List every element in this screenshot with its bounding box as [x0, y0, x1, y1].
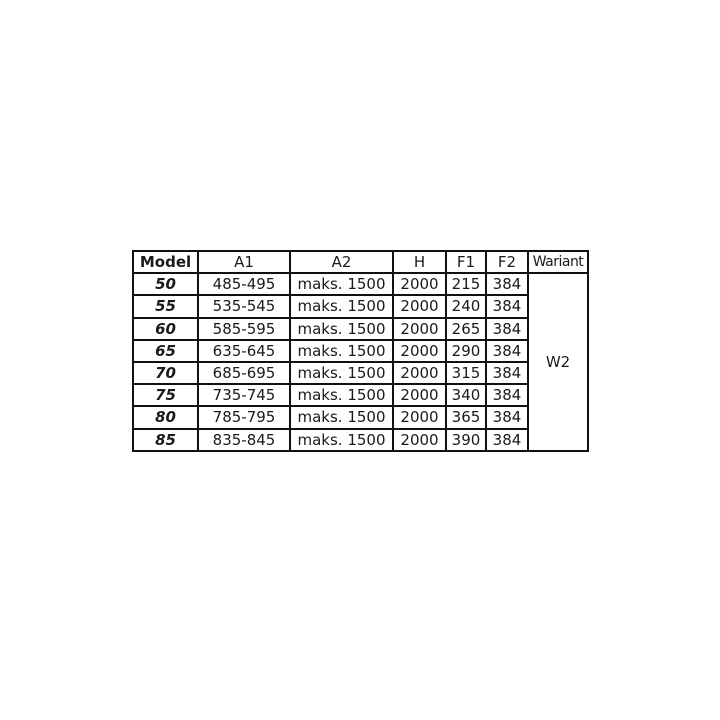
- model-cell: 55: [132, 294, 199, 319]
- table-cell: 2000: [392, 316, 447, 341]
- table-row: 70 685-695 maks. 1500 2000 315 384: [132, 360, 588, 386]
- table-cell: 215: [445, 272, 487, 297]
- table-row: 60 585-595 maks. 1500 2000 265 384: [132, 316, 588, 341]
- column-header: A2: [289, 249, 394, 275]
- table-cell: 265: [445, 316, 487, 341]
- table-row: 55 535-545 maks. 1500 2000 240 384: [132, 294, 588, 319]
- column-header: A1: [197, 249, 291, 275]
- column-header: Model: [132, 249, 199, 275]
- table-cell: 2000: [392, 338, 447, 363]
- column-header: H: [392, 249, 447, 275]
- table-cell: 2000: [392, 294, 447, 319]
- table-cell: maks. 1500: [289, 427, 394, 452]
- table-cell: 340: [445, 383, 487, 408]
- table-cell: 785-795: [197, 405, 291, 430]
- table-cell: maks. 1500: [289, 272, 394, 297]
- column-header: F1: [445, 249, 487, 275]
- table-cell: maks. 1500: [289, 360, 394, 386]
- model-cell: 50: [132, 272, 199, 297]
- column-header: F2: [485, 249, 529, 275]
- table-cell: 365: [445, 405, 487, 430]
- table-cell: 2000: [392, 427, 447, 452]
- table-row: 85 835-845 maks. 1500 2000 390 384: [132, 427, 588, 452]
- table-cell: 585-595: [197, 316, 291, 341]
- header-row: Model A1 A2 H F1 F2 Wariant: [132, 249, 589, 275]
- table-cell: 685-695: [197, 360, 291, 386]
- table-cell: 2000: [392, 360, 447, 386]
- table-cell: 835-845: [197, 427, 291, 452]
- table-cell: maks. 1500: [289, 383, 394, 408]
- table-cell: 2000: [392, 272, 447, 297]
- table-cell: 384: [485, 383, 529, 408]
- table-cell: 384: [485, 405, 529, 430]
- table-cell: maks. 1500: [289, 316, 394, 341]
- model-cell: 70: [132, 360, 199, 386]
- table-cell: 290: [445, 338, 487, 363]
- table-cell: 384: [485, 360, 529, 386]
- table-cell: 485-495: [197, 272, 291, 297]
- column-header: Wariant: [527, 249, 589, 275]
- table-cell: maks. 1500: [289, 405, 394, 430]
- dimensions-table: Model A1 A2 H F1 F2 Wariant 50 485-495 maks. 150…: [132, 249, 589, 452]
- model-cell: 80: [132, 405, 199, 430]
- table-cell: 384: [485, 294, 529, 319]
- table-cell: 384: [485, 338, 529, 363]
- table-cell: 390: [445, 427, 487, 452]
- model-cell: 65: [132, 338, 199, 363]
- table-cell: maks. 1500: [289, 294, 394, 319]
- table-cell: 2000: [392, 383, 447, 408]
- table-cell: 315: [445, 360, 487, 386]
- table-cell: 384: [485, 427, 529, 452]
- table-cell: 240: [445, 294, 487, 319]
- model-cell: 85: [132, 427, 199, 452]
- table-row: 50 485-495 maks. 1500 2000 215 384 W2: [132, 272, 589, 452]
- table-cell: 384: [485, 272, 529, 297]
- table-cell: 2000: [392, 405, 447, 430]
- table-cell: 635-645: [197, 338, 291, 363]
- table-cell: 735-745: [197, 383, 291, 408]
- table-cell: 535-545: [197, 294, 291, 319]
- model-cell: 60: [132, 316, 199, 341]
- table-row: 75 735-745 maks. 1500 2000 340 384: [132, 383, 588, 408]
- model-cell: 75: [132, 383, 199, 408]
- table-row: 80 785-795 maks. 1500 2000 365 384: [132, 405, 588, 430]
- table-cell: maks. 1500: [289, 338, 394, 363]
- table-cell: 384: [485, 316, 529, 341]
- variant-cell: W2: [527, 272, 589, 452]
- table-row: 65 635-645 maks. 1500 2000 290 384: [132, 338, 588, 363]
